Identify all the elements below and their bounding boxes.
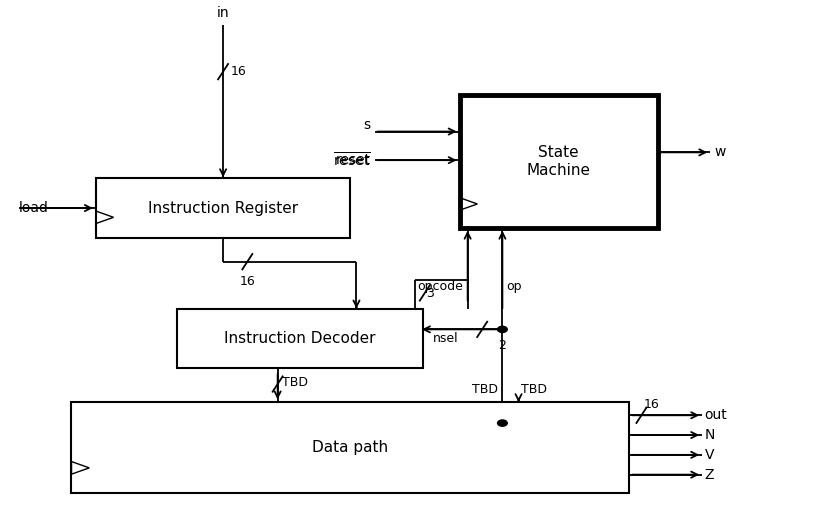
Text: Instruction Register: Instruction Register <box>148 201 298 216</box>
Text: opcode: opcode <box>418 280 464 293</box>
Text: $\overline{\mathrm{reset}}$: $\overline{\mathrm{reset}}$ <box>333 151 370 169</box>
Text: Data path: Data path <box>313 440 388 455</box>
Text: reset: reset <box>335 153 370 167</box>
FancyBboxPatch shape <box>460 95 658 228</box>
FancyBboxPatch shape <box>72 402 629 493</box>
Text: V: V <box>704 448 714 462</box>
Text: TBD: TBD <box>472 383 498 396</box>
Text: 16: 16 <box>644 398 659 411</box>
Text: TBD: TBD <box>521 383 547 396</box>
Text: nsel: nsel <box>433 332 458 345</box>
Text: State
Machine: State Machine <box>527 145 591 178</box>
Text: w: w <box>714 145 725 160</box>
Text: TBD: TBD <box>282 376 308 389</box>
Circle shape <box>497 326 507 332</box>
Text: op: op <box>506 280 522 293</box>
Text: 3: 3 <box>426 287 434 301</box>
Text: N: N <box>704 428 715 442</box>
FancyBboxPatch shape <box>96 179 350 238</box>
Circle shape <box>497 420 507 426</box>
Text: load: load <box>19 201 49 215</box>
Text: 16: 16 <box>239 275 255 288</box>
Text: s: s <box>364 118 370 132</box>
Text: in: in <box>217 6 230 20</box>
FancyBboxPatch shape <box>177 308 423 368</box>
Text: Instruction Decoder: Instruction Decoder <box>224 331 375 346</box>
Text: out: out <box>704 408 727 422</box>
Text: Z: Z <box>704 467 714 482</box>
Text: 16: 16 <box>231 65 247 78</box>
Text: 2: 2 <box>498 339 506 352</box>
